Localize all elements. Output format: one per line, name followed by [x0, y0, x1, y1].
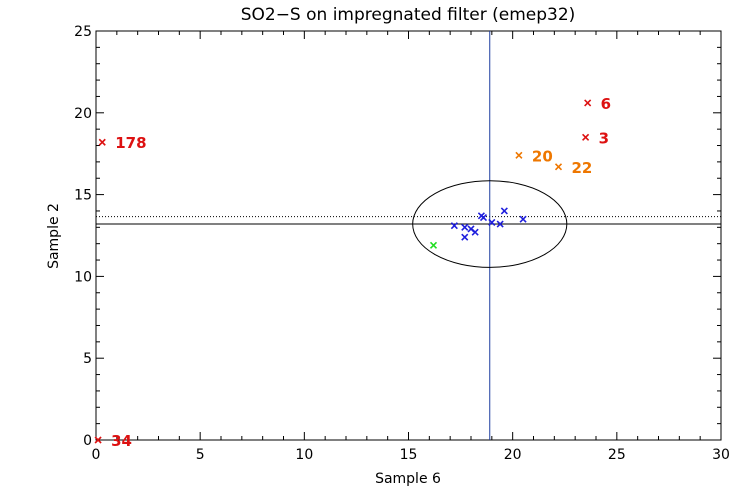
data-point	[519, 215, 527, 223]
y-axis-title: Sample 2	[46, 203, 62, 269]
data-point-mark	[584, 99, 592, 107]
data-point	[488, 218, 496, 226]
data-point	[98, 138, 106, 146]
x-axis-title: Sample 6	[375, 471, 441, 487]
data-point-mark	[554, 163, 563, 171]
data-point	[450, 222, 458, 230]
x-tick-label: 15	[400, 447, 418, 463]
data-point-label: 20	[532, 147, 553, 165]
data-point-label: 34	[111, 432, 132, 450]
y-tick-label: 25	[74, 24, 92, 40]
data-point	[500, 207, 508, 215]
data-point	[496, 220, 504, 228]
data-point-label: 3	[599, 129, 609, 147]
data-point	[582, 133, 590, 141]
x-tick-label: 5	[196, 447, 205, 463]
data-point-mark	[515, 151, 523, 159]
data-point	[515, 151, 523, 159]
x-tick-label: 30	[712, 447, 730, 463]
data-point-mark	[582, 133, 590, 141]
data-point-mark	[479, 213, 488, 222]
data-point-label: 22	[572, 159, 593, 177]
data-point-mark	[500, 207, 508, 215]
plot-area: 0 5 10 15 20 25 30 0 5 10 15 20 25 20 22 6 3 178 34	[74, 24, 730, 463]
y-tick-label: 5	[83, 351, 92, 367]
y-tick-label: 20	[74, 106, 92, 122]
data-point-mark	[496, 220, 504, 228]
x-tick-label: 25	[608, 447, 626, 463]
data-point	[471, 228, 479, 236]
data-point-mark	[519, 215, 527, 223]
chart-title: SO2−S on impregnated filter (emep32)	[241, 5, 576, 25]
data-point-mark	[94, 436, 102, 444]
data-point-mark	[467, 225, 475, 233]
data-point-mark	[461, 233, 469, 241]
data-point	[94, 436, 102, 444]
data-point	[584, 99, 592, 107]
x-tick-label: 10	[295, 447, 313, 463]
y-tick-label: 10	[74, 269, 92, 285]
data-point-mark	[98, 138, 106, 146]
plot-frame	[95, 30, 722, 441]
y-tick-label: 15	[74, 188, 92, 204]
data-point-mark	[471, 228, 479, 236]
x-tick-label: 0	[92, 447, 101, 463]
data-point	[479, 213, 488, 222]
data-point-mark	[461, 223, 469, 231]
data-point	[461, 233, 469, 241]
x-tick-label: 20	[504, 447, 522, 463]
y-tick-label: 0	[83, 433, 92, 449]
data-point-mark	[488, 218, 496, 226]
data-point	[461, 223, 469, 231]
data-point-mark	[429, 241, 438, 249]
confidence-ellipse	[412, 180, 568, 268]
data-point	[429, 241, 438, 249]
data-point-label: 6	[601, 95, 611, 113]
data-point	[554, 163, 563, 171]
data-point-label: 178	[115, 134, 146, 152]
data-point-mark	[450, 222, 458, 230]
